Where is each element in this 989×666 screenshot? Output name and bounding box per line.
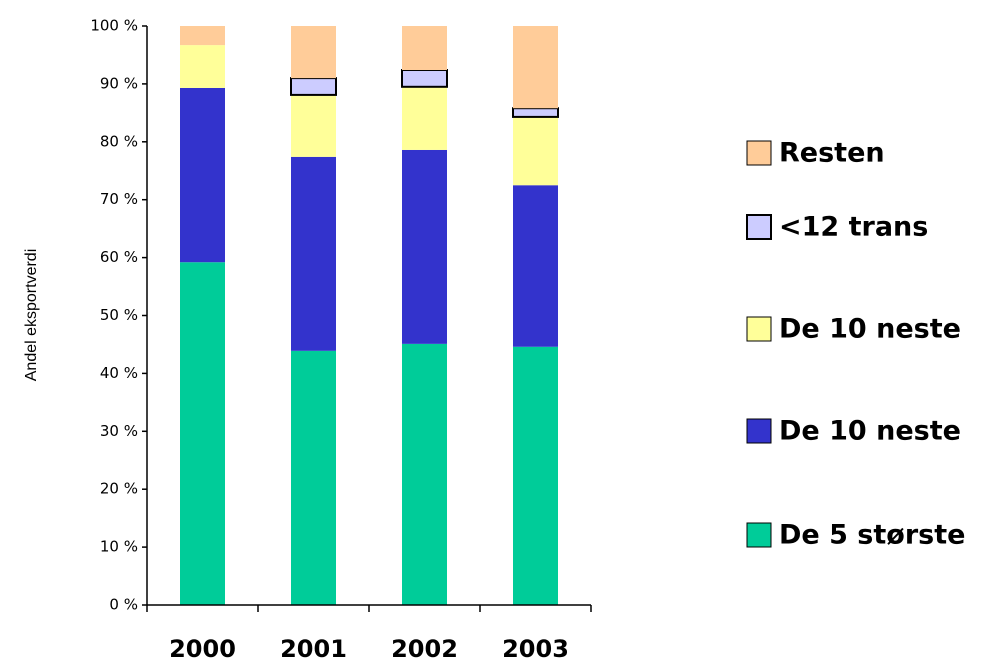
x-tick-label: 2000 [169, 635, 236, 663]
y-tick-label: 70 % [100, 190, 138, 208]
legend-label: <12 trans [779, 212, 928, 243]
y-tick-label: 0 % [109, 596, 138, 614]
bar-segment [180, 45, 225, 88]
legend-swatch [746, 316, 772, 342]
bar-segment [291, 350, 336, 605]
bar-segment [291, 156, 336, 351]
y-tick-label: 30 % [100, 422, 138, 440]
bar-segment [180, 26, 225, 46]
bar-segment [402, 343, 447, 605]
bar-segment [402, 149, 447, 344]
bar-segment [513, 346, 558, 605]
y-tick-label: 60 % [100, 248, 138, 266]
y-tick-label: 90 % [100, 74, 138, 92]
y-tick-label: 40 % [100, 364, 138, 382]
y-axis-label: Andel eksportverdi [23, 249, 40, 382]
bar-segment [513, 26, 558, 109]
bar-segment [290, 77, 337, 96]
y-tick-label: 100 % [90, 17, 138, 35]
bar-segment [291, 94, 336, 157]
legend-label: De 10 neste [779, 314, 961, 345]
bar-segment [402, 86, 447, 150]
bar-segment [513, 116, 558, 186]
bar-segment [180, 262, 225, 605]
x-tick-label: 2001 [280, 635, 347, 663]
legend-label: De 10 neste [779, 416, 961, 447]
legend-label: De 5 største [779, 520, 965, 551]
legend-label: Resten [779, 138, 885, 169]
y-tick-label: 20 % [100, 480, 138, 498]
y-tick-label: 80 % [100, 132, 138, 150]
bar-segment [402, 26, 447, 71]
legend-swatch [746, 140, 772, 166]
legend-swatch [746, 214, 772, 240]
y-tick-label: 50 % [100, 306, 138, 324]
legend-swatch [746, 418, 772, 444]
bar-segment [291, 26, 336, 79]
x-tick-label: 2003 [502, 635, 569, 663]
bar-segment [180, 87, 225, 263]
bar-segment [401, 69, 448, 88]
bar-segment [513, 185, 558, 347]
legend-swatch [746, 522, 772, 548]
bar-segment [512, 107, 559, 118]
x-tick-label: 2002 [391, 635, 458, 663]
y-tick-label: 10 % [100, 538, 138, 556]
